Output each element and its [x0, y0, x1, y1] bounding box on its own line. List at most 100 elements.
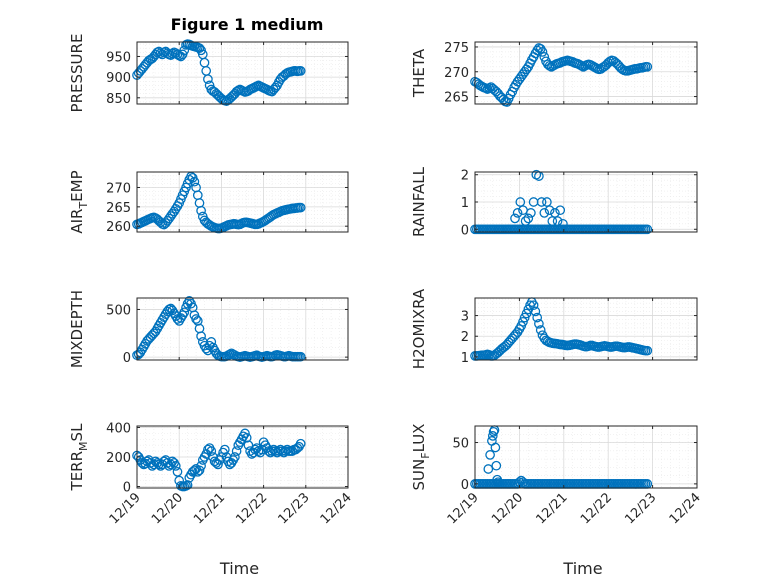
y-axis-label: PRESSURE — [68, 34, 86, 113]
data-point — [512, 208, 523, 218]
subplot-pressure: 850 900 950 PRESSURE — [68, 34, 349, 113]
marker-series — [132, 428, 306, 492]
data-point — [182, 480, 193, 490]
data-point — [162, 306, 173, 317]
data-point — [510, 213, 520, 224]
y-tick-label: 1 — [461, 351, 469, 366]
data-point — [206, 446, 217, 456]
data-point — [224, 349, 235, 360]
data-point — [206, 337, 217, 347]
y-axis-label: AIRTEMP — [68, 170, 90, 233]
marker-series — [132, 39, 306, 106]
data-point — [536, 197, 547, 207]
data-point — [203, 74, 213, 85]
data-point — [179, 307, 190, 318]
x-axis-label: Time — [219, 559, 259, 578]
y-tick-label: 850 — [106, 92, 131, 107]
data-point — [230, 452, 240, 462]
axes-frame — [136, 171, 349, 233]
data-point — [295, 438, 306, 449]
figure-title: Figure 1 medium — [171, 15, 324, 34]
data-point — [532, 312, 543, 323]
axes-frame — [136, 297, 349, 361]
data-point — [544, 205, 555, 216]
data-point — [558, 218, 568, 229]
y-tick-label: 0 — [461, 478, 469, 493]
y-axis-label: SUNFLUX — [410, 424, 432, 491]
marker-series — [470, 43, 653, 107]
subplot-h2omixra: 1 2 3 H2OMIXRA — [410, 288, 698, 369]
y-tick-label: 3 — [461, 310, 469, 325]
data-point — [520, 216, 531, 226]
data-point — [530, 306, 541, 317]
data-point — [226, 92, 237, 102]
data-point — [189, 176, 200, 187]
data-point — [196, 331, 206, 342]
marker-series — [132, 171, 306, 234]
y-tick-label: 270 — [106, 181, 131, 196]
data-point — [152, 458, 163, 468]
data-point — [534, 318, 544, 329]
data-point — [487, 431, 498, 441]
y-axis-label: TERRMSL — [68, 423, 90, 492]
subplot-air-temp: 260 265 270 AIRTEMP — [68, 170, 349, 235]
data-point — [518, 69, 528, 80]
y-tick-label: 1 — [461, 196, 469, 211]
axes-frame — [136, 41, 349, 105]
data-point — [490, 442, 501, 453]
data-point — [169, 206, 179, 217]
data-point — [211, 88, 222, 99]
axes-frame — [474, 297, 698, 361]
data-point — [240, 428, 250, 439]
data-point — [187, 466, 198, 477]
data-point — [535, 325, 546, 335]
y-tick-label: 270 — [444, 66, 469, 81]
data-point — [537, 47, 548, 57]
data-point — [243, 440, 254, 451]
y-tick-label: 500 — [106, 303, 131, 318]
data-point — [165, 303, 176, 314]
data-point — [491, 460, 502, 471]
y-axis-label: MIXDEPTH — [68, 290, 86, 368]
data-point — [196, 205, 206, 216]
data-point — [275, 74, 286, 85]
data-point — [493, 477, 503, 488]
x-axis-label: Time — [562, 559, 602, 578]
y-tick-label: 275 — [444, 41, 469, 56]
data-point — [231, 446, 242, 456]
data-point — [526, 208, 536, 218]
data-point — [539, 208, 550, 218]
y-tick-label: 0 — [123, 351, 131, 366]
data-point — [642, 61, 653, 72]
y-tick-label: 2 — [461, 169, 469, 184]
data-point — [518, 316, 528, 327]
y-tick-label: 400 — [106, 421, 131, 436]
data-point — [516, 71, 527, 82]
y-tick-label: 900 — [106, 71, 131, 86]
marker-series — [470, 169, 653, 235]
data-point — [172, 466, 183, 477]
data-point — [241, 432, 252, 443]
data-point — [209, 456, 220, 467]
axes-background — [475, 42, 697, 104]
y-axis-label: RAINFALL — [410, 166, 428, 237]
y-tick-label: 950 — [106, 50, 131, 65]
data-point — [133, 349, 144, 360]
data-point — [295, 202, 306, 213]
data-point — [203, 345, 213, 356]
data-point — [170, 461, 181, 471]
data-point — [196, 461, 206, 471]
data-point — [485, 450, 495, 460]
y-axis-label: THETA — [410, 48, 428, 98]
marker-series — [470, 297, 653, 361]
subplot-theta: 265 270 275 THETA — [410, 41, 698, 107]
axes-frame — [474, 41, 698, 105]
data-point — [290, 444, 301, 455]
data-point — [528, 300, 539, 311]
data-point — [555, 205, 566, 216]
data-point — [552, 216, 563, 226]
subplot-rainfall: 0 1 2 RAINFALL — [410, 166, 698, 238]
data-point — [270, 82, 281, 93]
data-point — [211, 458, 222, 468]
y-tick-label: 0 — [123, 481, 131, 496]
